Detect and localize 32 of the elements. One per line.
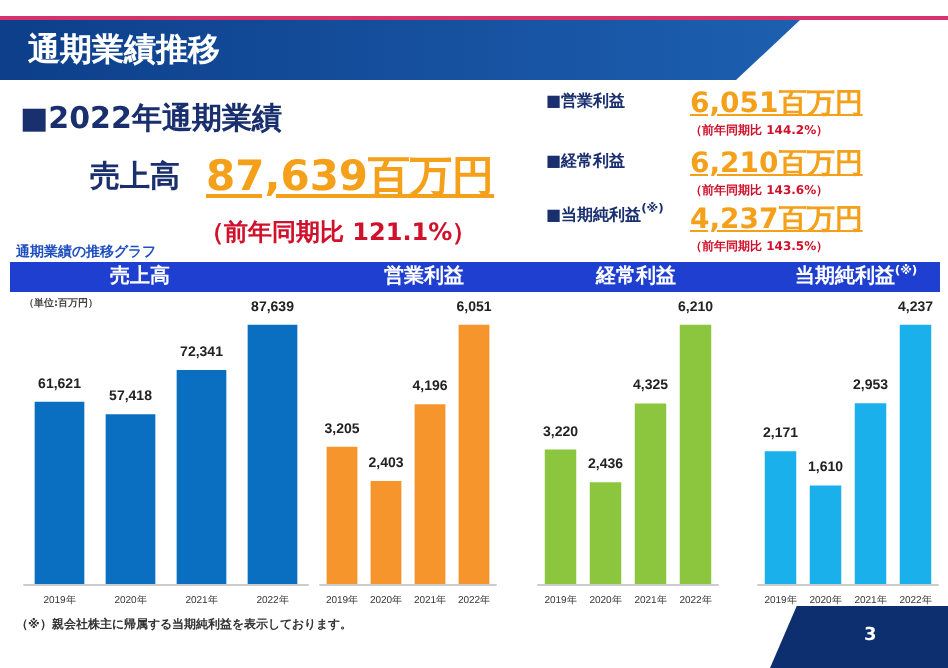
bar [326, 446, 358, 584]
bar [679, 324, 712, 584]
text: 売上高 [90, 158, 180, 194]
bar [414, 404, 446, 584]
bar [899, 324, 932, 584]
bar [458, 324, 490, 584]
chart-title: 経常利益 [596, 266, 676, 288]
text: 3 [864, 626, 877, 646]
bar [634, 403, 667, 584]
text: ■2022年通期業績 [20, 100, 282, 136]
text: 6,051百万円 [690, 88, 863, 120]
bar [854, 403, 887, 584]
bar [589, 482, 622, 584]
chart-title: 当期純利益$^{(※)}$ [794, 264, 918, 288]
chart-title: 売上高 [110, 266, 170, 288]
bar [176, 370, 227, 584]
bar [544, 449, 577, 584]
text: 通期業績推移 [28, 30, 220, 68]
bar [105, 414, 156, 584]
chart-title: 営業利益 [384, 266, 464, 288]
text: （前年同期比 121.1%） [200, 218, 477, 246]
bar [247, 324, 298, 584]
bar [370, 481, 402, 584]
bar [764, 451, 797, 584]
bar [809, 485, 842, 584]
text: ■営業利益 [546, 92, 626, 110]
bar [34, 401, 85, 584]
text: 87,639百万円 [206, 152, 495, 200]
text: ■経常利益 [546, 152, 626, 170]
text: ■当期純利益$^{(※)}$ [546, 202, 664, 224]
text: 4,237百万円 [690, 204, 863, 236]
text: 6,210百万円 [690, 148, 863, 180]
